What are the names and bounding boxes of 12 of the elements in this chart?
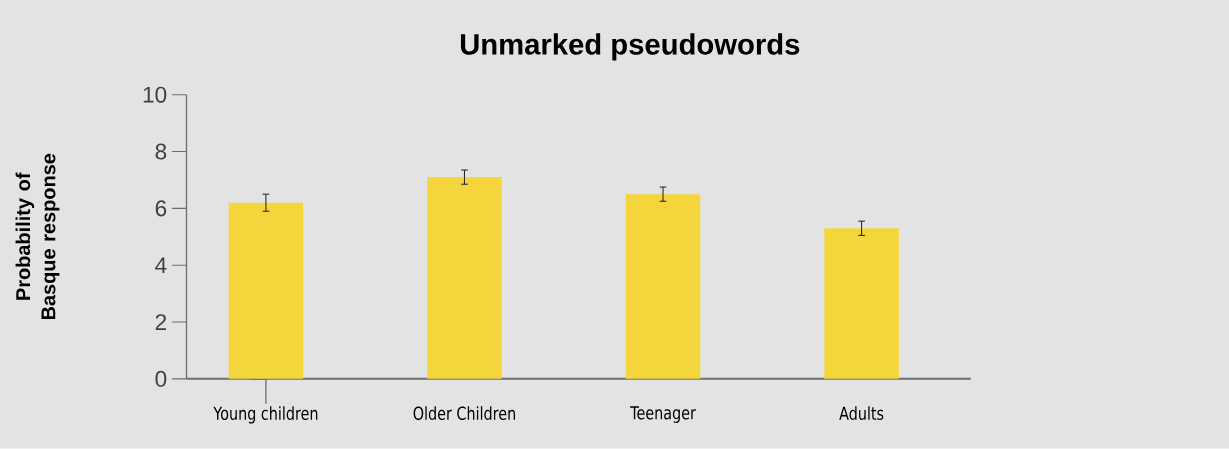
y-tick-label: 8 [155, 143, 167, 160]
y-tick-label: 6 [155, 200, 167, 217]
y-tick-label: 10 [143, 86, 167, 103]
y-tick-label: 2 [155, 314, 167, 331]
x-tick-label: Older Children [413, 406, 515, 421]
y-tick-label: 0 [155, 371, 167, 388]
y-axis-title: Probability of Basque response [15, 153, 60, 320]
x-tick-label: Young children [213, 406, 318, 424]
chart-title: Unmarked pseudowords [460, 33, 800, 61]
x-tick-label: Teenager [630, 406, 696, 424]
y-tick-label: 4 [155, 257, 167, 274]
x-tick-label: Adults [839, 406, 884, 421]
